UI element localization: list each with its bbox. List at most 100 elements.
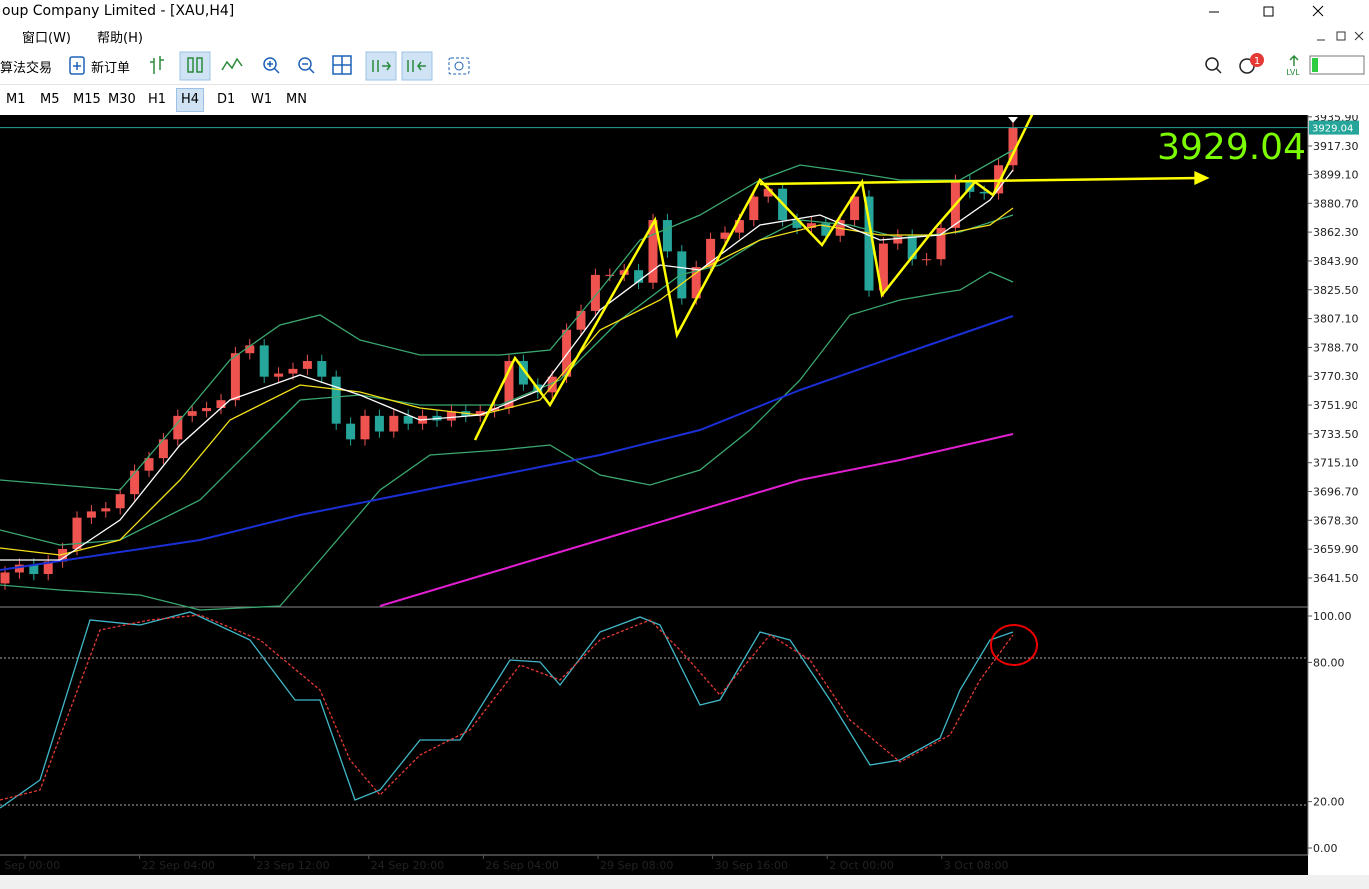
algo-trading-button[interactable]: 算法交易	[0, 61, 53, 76]
timeframe-button[interactable]: M5	[40, 92, 60, 107]
candle-body	[360, 415, 370, 440]
toolbar: 算法交易 新订单 1 LVL	[0, 48, 1369, 85]
price-tick-label: 3696.70	[1313, 486, 1359, 499]
osc-tick-label: 0.00	[1313, 842, 1338, 855]
time-label: 9 Sep 00:00	[0, 859, 60, 872]
close[interactable]	[1312, 5, 1324, 17]
candle-body	[43, 561, 53, 575]
line-tool[interactable]	[221, 57, 243, 71]
candle-body	[792, 220, 802, 228]
timeframe-button[interactable]: M30	[108, 92, 136, 107]
candle-body	[130, 470, 140, 495]
screenshot[interactable]	[448, 57, 470, 75]
search[interactable]	[1205, 57, 1219, 71]
stochastic-main	[0, 611, 1014, 809]
highlight-circle	[990, 624, 1038, 666]
price-tick-label: 3807.10	[1313, 313, 1359, 326]
new-order-button[interactable]: 新订单	[91, 61, 131, 76]
timeframe-bar: M1 M5 M15 M30 H1 H4 D1 W1 MN	[0, 85, 1369, 115]
candle-body	[202, 408, 212, 412]
bollinger-upper	[0, 149, 1014, 491]
scrollbar-thumb	[1357, 399, 1362, 425]
price-tick-label: 3862.30	[1313, 226, 1359, 239]
price-tick-label: 3917.30	[1313, 140, 1359, 153]
bar-chart-tool[interactable]	[150, 56, 164, 74]
candle-body	[144, 458, 154, 471]
window-title: oup Company Limited - [XAU,H4]	[2, 3, 235, 19]
candle-tool[interactable]	[179, 51, 211, 81]
zoom-out[interactable]	[298, 57, 312, 71]
candle-body	[720, 232, 730, 239]
candle-body	[864, 196, 874, 291]
ma-magenta	[379, 433, 1014, 607]
candle-body	[994, 165, 1004, 194]
candle-body	[547, 376, 557, 393]
candle-body	[662, 220, 672, 252]
chart-shift[interactable]	[401, 51, 433, 81]
last-bar-marker	[1008, 117, 1018, 123]
resistance-arrow	[759, 176, 1201, 186]
candle-body	[590, 274, 600, 311]
timeframe-button[interactable]: W1	[251, 92, 273, 107]
candle-body	[158, 439, 168, 459]
candle-body	[907, 235, 917, 260]
candle-body	[58, 548, 68, 562]
notification-badge	[1250, 53, 1264, 67]
candle-body	[749, 196, 759, 221]
timeframe-button[interactable]: M15	[73, 92, 101, 107]
timeframe-button[interactable]: H4	[176, 88, 205, 112]
osc-tick-label: 100.00	[1313, 610, 1352, 623]
time-label: 26 Sep 04:00	[485, 859, 558, 872]
candle-body	[446, 411, 456, 421]
stochastic-signal	[0, 614, 1014, 801]
title-bar: oup Company Limited - [XAU,H4]	[0, 0, 1369, 24]
notification-count: 1	[1254, 56, 1260, 67]
candle-body	[72, 517, 82, 549]
candle-body	[216, 400, 226, 409]
candle-body	[821, 223, 831, 236]
candle-body	[389, 415, 399, 432]
menu-item[interactable]: 窗口(W)	[22, 31, 71, 46]
window-controls	[1209, 5, 1324, 17]
menu-item[interactable]: 帮助(H)	[97, 31, 143, 46]
price-tick-label: 3843.90	[1313, 255, 1359, 268]
candle-body	[518, 361, 528, 385]
current-price-tag-label: 3929.04	[1312, 124, 1353, 135]
restore[interactable]	[1263, 6, 1274, 17]
time-label: 22 Sep 04:00	[142, 859, 215, 872]
timeframe-button[interactable]: M1	[6, 92, 26, 107]
candle-body	[850, 196, 860, 221]
price-tick-label: 3899.10	[1313, 168, 1359, 181]
menu-bar: 窗口(W) 帮助(H)	[0, 24, 1369, 48]
timeframe-button[interactable]: H1	[148, 92, 167, 107]
candle-body	[806, 223, 816, 228]
timeframe-button[interactable]: MN	[286, 92, 307, 107]
candle-body	[187, 411, 197, 416]
timeframe-button[interactable]: D1	[217, 92, 236, 107]
autoscroll[interactable]	[365, 51, 397, 81]
candle-body	[504, 361, 514, 409]
candle-body	[893, 235, 903, 244]
candle-body	[245, 345, 255, 354]
time-label: 23 Sep 12:00	[256, 859, 329, 872]
price-tick-label: 3678.30	[1313, 514, 1359, 527]
time-label: 3 Oct 08:00	[944, 859, 1009, 872]
child-window-controls	[1317, 31, 1364, 41]
candle-body	[274, 373, 284, 377]
zoom-in[interactable]	[263, 57, 277, 71]
candle-body	[173, 415, 183, 440]
candle-body	[576, 310, 586, 330]
indicators	[0, 115, 1308, 809]
candle-body	[922, 259, 932, 261]
candle-body	[0, 572, 10, 584]
price-tick-label: 3770.30	[1313, 370, 1359, 383]
price-axis-bg	[1308, 115, 1369, 875]
big-price-label: 3929.04	[1157, 127, 1306, 168]
ma-blue	[0, 315, 1014, 571]
signal-meter	[1309, 55, 1365, 75]
time-label: 24 Sep 20:00	[371, 859, 444, 872]
candle-body	[605, 274, 615, 276]
osc-tick-label: 20.00	[1313, 796, 1345, 809]
price-tick-label: 3641.50	[1313, 572, 1359, 585]
candle-body	[288, 368, 298, 374]
